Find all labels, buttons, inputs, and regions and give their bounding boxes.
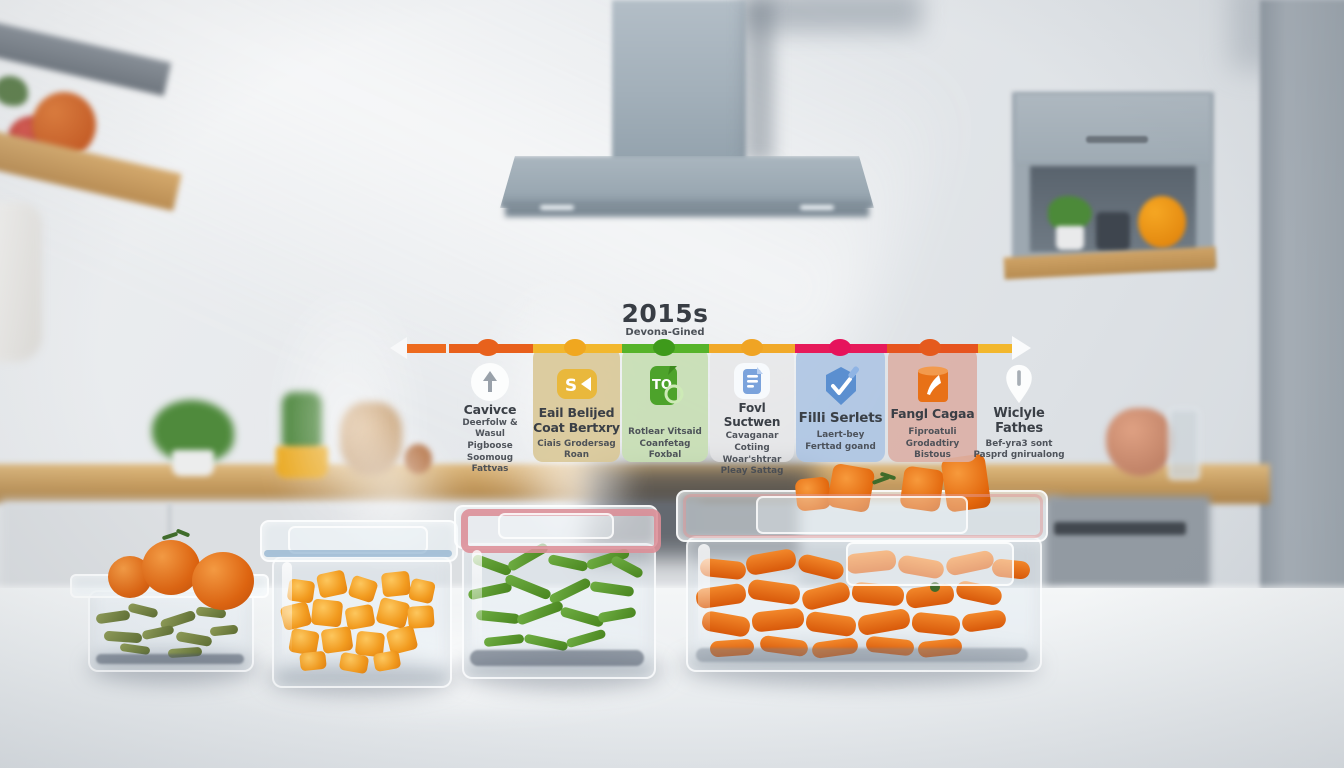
card-line: Cavaganar Cotiing <box>725 431 779 453</box>
timeline-node-5 <box>829 339 851 356</box>
melon-cube <box>407 605 435 629</box>
lid-pink-rim <box>683 494 1043 538</box>
timeline-subtitle: Devona-Gined <box>625 327 705 338</box>
timeline-node-6 <box>919 339 941 356</box>
card-title: Coat Bertxry <box>533 420 620 436</box>
range-hood-underside <box>505 203 869 217</box>
lid-flap <box>846 542 1014 586</box>
card-title: Cavivce <box>463 402 517 417</box>
shelf-orange <box>1138 196 1186 248</box>
svg-text:TO: TO <box>652 378 672 393</box>
card-line: Pigboose Soomoug <box>466 440 514 463</box>
card-title: Fovl Suctwen <box>723 401 781 430</box>
tall-cabinet <box>1260 0 1344 592</box>
card-line: Fattvas <box>471 464 509 475</box>
glass-highlight <box>282 562 292 658</box>
glass-highlight <box>698 544 710 644</box>
timeline-left-arrow <box>390 337 407 359</box>
container-base <box>96 654 244 664</box>
upload-arrow-icon <box>469 348 511 403</box>
timeline-node-2 <box>564 339 586 356</box>
can-icon <box>913 348 953 407</box>
timeline-right-arrow <box>1012 336 1031 360</box>
svg-text:S: S <box>564 376 576 396</box>
timeline-node-4 <box>741 339 763 356</box>
lid-pink-rim <box>461 509 661 553</box>
carrot-lid-handle <box>756 496 968 534</box>
container-base <box>470 650 644 666</box>
copper-pot <box>1106 408 1174 476</box>
card-line: Pasprd gnirualong <box>973 450 1065 461</box>
melon-cube <box>320 626 354 654</box>
s-badge-icon: S <box>555 348 599 406</box>
melon-cube <box>407 577 437 605</box>
timeline-card-2: S Eail Belijed Coat Bertxry Ciais Groder… <box>533 348 620 462</box>
shelf-plant <box>1048 196 1092 230</box>
card-line: Pleay Sattag <box>720 466 784 477</box>
card-line: Bistous <box>914 450 951 461</box>
towel <box>0 202 42 362</box>
shelf-plant-pot <box>1056 226 1084 250</box>
timeline-segment <box>978 344 1012 353</box>
card-line: Laert-bey <box>816 429 865 440</box>
counter-plant-pot <box>172 450 214 476</box>
card-title: Wiclyle Fathes <box>993 406 1045 437</box>
hood-light <box>540 205 574 210</box>
melon-cube <box>299 650 327 672</box>
timeline-card-3: TO Rotlear Vitsaid Coanfetag Foxbal <box>622 348 708 462</box>
dishwasher-handle <box>1054 522 1186 535</box>
document-icon <box>732 348 772 401</box>
card-line: Rotlear Vitsaid <box>628 427 702 437</box>
cabinet-door <box>1016 94 1210 162</box>
timeline-card-7: Wiclyle Fathes Bef-yra3 sont Pasprd gnir… <box>972 348 1066 462</box>
cabinet-handle <box>1086 136 1148 143</box>
bean-lid-handle <box>498 513 614 539</box>
card-line: Roan <box>563 450 590 461</box>
timeline-card-4: Fovl Suctwen Cavaganar Cotiing Woar'shtr… <box>710 348 794 476</box>
shelf-jar <box>1096 212 1130 250</box>
range-hood-canopy <box>500 156 874 208</box>
timeline-card-5: Filli Serlets Laert-bey Ferttad goand <box>796 348 885 462</box>
glass-jar <box>1168 408 1200 480</box>
card-line: Ciais Grodersag <box>537 438 616 449</box>
melon-cube <box>380 570 412 598</box>
timeline-node-3 <box>653 339 675 356</box>
leaf <box>0 76 28 106</box>
chimney-shadow <box>744 0 774 162</box>
shield-check-icon <box>819 348 863 411</box>
card-title: Fangl Cagaa <box>890 406 975 422</box>
card-line: Ferttad goand <box>805 441 876 452</box>
hood-wall-shadow <box>742 0 922 32</box>
card-line: Coanfetag Foxbal <box>639 438 691 461</box>
card-line: Woar'shtrar <box>722 454 782 465</box>
green-phone-icon: TO <box>645 348 685 411</box>
timeline-node-1 <box>477 339 499 356</box>
card-title: Eail Belijed <box>538 405 615 421</box>
timeline-segment <box>407 344 446 353</box>
card-title: Filli Serlets <box>798 410 883 426</box>
hood-light <box>800 205 834 210</box>
card-line: Fiproatuli Grodadtiry <box>905 427 960 449</box>
range-hood-chimney <box>612 0 746 164</box>
card-line: Bef-yra3 sont <box>985 438 1053 449</box>
pin-icon <box>1002 348 1036 406</box>
dishwasher <box>1046 496 1210 588</box>
timeline-tick <box>446 344 449 353</box>
melon-cube <box>310 598 344 628</box>
timeline-card-6: Fangl Cagaa Fiproatuli Grodadtiry Bistou… <box>888 348 977 462</box>
timeline-card-1: Cavivce Deerfolw & Wasul Pigboose Soomou… <box>448 348 532 474</box>
card-line: Deerfolw & Wasul <box>462 417 518 440</box>
tomato <box>192 552 254 610</box>
lid-blue-seal <box>264 550 452 557</box>
tomato <box>142 540 200 595</box>
container-base <box>696 648 1028 662</box>
timeline-title: 2015s <box>621 299 709 328</box>
melon-lid-handle <box>288 526 428 554</box>
carrot-top <box>930 582 940 592</box>
glass-highlight <box>472 550 482 650</box>
